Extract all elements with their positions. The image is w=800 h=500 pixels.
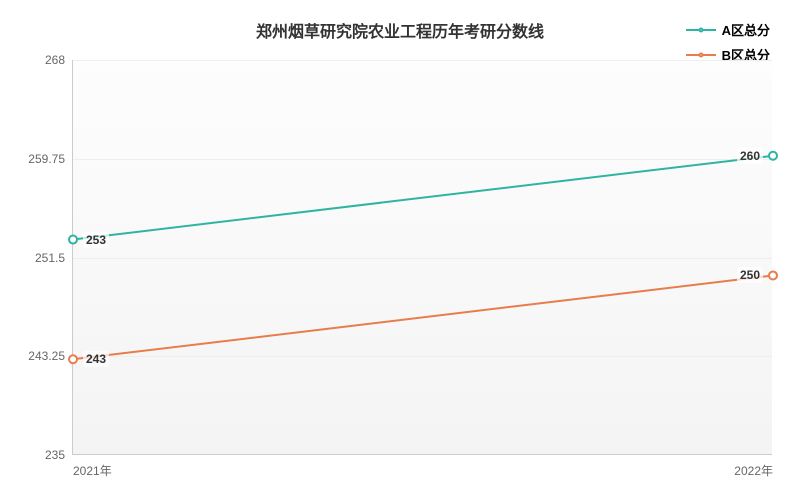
data-point — [769, 152, 777, 160]
y-tick-label: 235 — [45, 448, 73, 462]
x-tick-label: 2021年 — [73, 454, 112, 479]
y-tick-label: 251.5 — [35, 251, 73, 265]
x-tick-label: 2022年 — [734, 454, 773, 479]
data-label: 243 — [83, 351, 109, 367]
data-label: 250 — [737, 267, 763, 283]
plot-svg — [73, 60, 773, 455]
y-tick-label: 268 — [45, 53, 73, 67]
data-label: 260 — [737, 148, 763, 164]
legend-swatch-a — [686, 29, 716, 31]
y-tick-label: 243.25 — [28, 349, 73, 363]
y-tick-label: 259.75 — [28, 152, 73, 166]
data-point — [769, 271, 777, 279]
data-label: 253 — [83, 232, 109, 248]
legend-label-a: A区总分 — [722, 20, 770, 39]
data-point — [69, 236, 77, 244]
plot-area: 235243.25251.5259.752682021年2022年2532602… — [72, 60, 772, 455]
chart-container: 郑州烟草研究院农业工程历年考研分数线 A区总分 B区总分 235243.2525… — [0, 0, 800, 500]
series-line — [73, 275, 773, 359]
series-line — [73, 156, 773, 240]
data-point — [69, 355, 77, 363]
chart-title: 郑州烟草研究院农业工程历年考研分数线 — [256, 18, 544, 42]
legend-swatch-b — [686, 54, 716, 56]
legend-item-a: A区总分 — [686, 20, 770, 39]
